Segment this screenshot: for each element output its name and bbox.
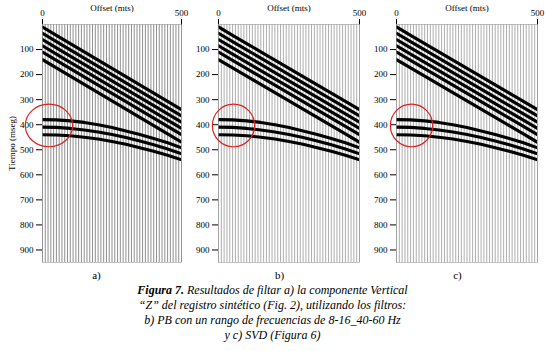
html-text:“Z” del registro sintético (Fi: “Z” del registro sintético (Fig. 2), uti… [138, 298, 407, 312]
html-text:b): b) [274, 269, 285, 281]
svg-text:200: 200 [374, 69, 388, 79]
svg-text:100: 100 [196, 44, 210, 54]
svg-text:500: 500 [196, 145, 210, 155]
html-text:b) PB con un rango de frecuenc: b) PB con un rango de frecuencias de 8-1… [144, 313, 401, 327]
svg-text:Offset (mts): Offset (mts) [445, 3, 489, 13]
svg-text:800: 800 [20, 220, 34, 230]
html-text:Figura 7. Resultados de filtar: Figura 7. Resultados de filtar a) la com… [137, 283, 408, 297]
svg-text:300: 300 [20, 95, 34, 105]
svg-text:500: 500 [531, 8, 545, 18]
svg-text:900: 900 [374, 245, 388, 255]
svg-text:600: 600 [196, 170, 210, 180]
html-text:a): a) [92, 269, 101, 281]
svg-text:300: 300 [374, 95, 388, 105]
svg-text:900: 900 [196, 245, 210, 255]
svg-text:800: 800 [374, 220, 388, 230]
svg-text:500: 500 [20, 145, 34, 155]
svg-text:700: 700 [196, 195, 210, 205]
svg-text:300: 300 [196, 95, 210, 105]
svg-text:Offset (mts): Offset (mts) [267, 3, 311, 13]
html-text:y c) SVD (Figura 6): y c) SVD (Figura 6) [224, 328, 321, 342]
svg-text:0: 0 [216, 8, 221, 18]
svg-text:Offset (mts): Offset (mts) [90, 3, 134, 13]
svg-text:400: 400 [374, 120, 388, 130]
svg-text:700: 700 [20, 195, 34, 205]
svg-text:900: 900 [20, 245, 34, 255]
svg-text:0: 0 [394, 8, 399, 18]
svg-text:800: 800 [196, 220, 210, 230]
svg-text:500: 500 [374, 145, 388, 155]
svg-text:700: 700 [374, 195, 388, 205]
svg-text:600: 600 [20, 170, 34, 180]
svg-text:200: 200 [196, 69, 210, 79]
html-text:c): c) [453, 269, 462, 281]
svg-text:500: 500 [353, 8, 367, 18]
svg-text:600: 600 [374, 170, 388, 180]
svg-text:400: 400 [20, 120, 34, 130]
svg-text:Tiempo (mseg): Tiempo (mseg) [7, 116, 17, 171]
svg-text:400: 400 [196, 120, 210, 130]
svg-text:100: 100 [20, 44, 34, 54]
svg-text:100: 100 [374, 44, 388, 54]
svg-text:0: 0 [40, 8, 45, 18]
svg-text:200: 200 [20, 69, 34, 79]
svg-text:500: 500 [175, 8, 189, 18]
